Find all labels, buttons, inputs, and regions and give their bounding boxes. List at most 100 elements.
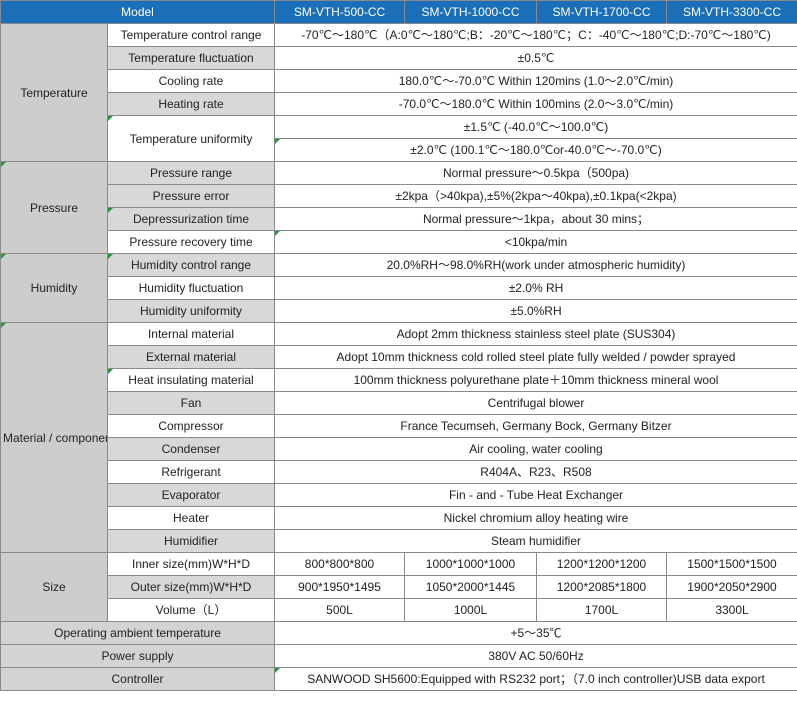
table-row: Operating ambient temperature +5～35℃ — [0, 621, 797, 645]
header-row: Model SM-VTH-500-CC SM-VTH-1000-CC SM-VT… — [0, 0, 797, 24]
row-label: Depressurization time — [107, 207, 275, 231]
category-humidity: Humidity — [0, 253, 108, 323]
model-1-header: SM-VTH-500-CC — [274, 0, 405, 24]
outer-size-500: 900*1950*1495 — [274, 575, 405, 599]
row-label: Evaporator — [107, 483, 275, 507]
spec-table: Model SM-VTH-500-CC SM-VTH-1000-CC SM-VT… — [0, 0, 797, 691]
table-row: Heater Nickel chromium alloy heating wir… — [1, 506, 797, 530]
row-label: Humidity uniformity — [107, 299, 275, 323]
row-value: ±2.0% RH — [274, 276, 797, 300]
table-row: Temperature uniformity ±1.5℃ (-40.0℃～100… — [1, 115, 797, 162]
table-row: Humidifier Steam humidifier — [1, 529, 797, 553]
row-label: Humidity control range — [107, 253, 275, 277]
row-value: 20.0%RH～98.0%RH(work under atmospheric h… — [274, 253, 797, 277]
table-row: Power supply 380V AC 50/60Hz — [0, 644, 797, 668]
row-label: Humidifier — [107, 529, 275, 553]
row-value: Air cooling, water cooling — [274, 437, 797, 461]
row-value: -70℃～180℃（A:0℃～180℃;B：-20℃～180℃；C：-40℃～1… — [274, 23, 797, 47]
row-label: Heat insulating material — [107, 368, 275, 392]
category-size: Size — [0, 552, 108, 622]
row-value: Fin - and - Tube Heat Exchanger — [274, 483, 797, 507]
row-label: Pressure range — [107, 161, 275, 185]
row-label: Humidity fluctuation — [107, 276, 275, 300]
table-row: Humidity fluctuation ±2.0% RH — [1, 276, 797, 300]
table-row: Evaporator Fin - and - Tube Heat Exchang… — [1, 483, 797, 507]
table-row: Heat insulating material 100mm thickness… — [1, 368, 797, 392]
row-value: ±2.0℃ (100.1℃～180.0℃or-40.0℃～-70.0℃) — [274, 138, 797, 162]
inner-size-3300: 1500*1500*1500 — [666, 552, 797, 576]
table-row: Temperature fluctuation ±0.5℃ — [1, 46, 797, 70]
table-row: Humidity Humidity control range 20.0%RH～… — [0, 253, 797, 323]
table-row: Compressor France Tecumseh, Germany Bock… — [1, 414, 797, 438]
table-row: Depressurization time Normal pressure～1k… — [1, 207, 797, 231]
row-value: ±1.5℃ (-40.0℃～100.0℃) — [274, 115, 797, 139]
row-label: External material — [107, 345, 275, 369]
row-label: Internal material — [107, 322, 275, 346]
volume-1000: 1000L — [404, 598, 537, 622]
row-value: Normal pressure～0.5kpa（500pa) — [274, 161, 797, 185]
model-3-header: SM-VTH-1700-CC — [536, 0, 667, 24]
table-row: Size Inner size(mm)W*H*D 800*800*800 100… — [0, 552, 797, 622]
table-row: Fan Centrifugal blower — [1, 391, 797, 415]
row-label: Fan — [107, 391, 275, 415]
row-label: Volume（L） — [107, 598, 275, 622]
row-value: Centrifugal blower — [274, 391, 797, 415]
table-row: Cooling rate 180.0℃～-70.0℃ Within 120min… — [1, 69, 797, 93]
row-label: Condenser — [107, 437, 275, 461]
volume-3300: 3300L — [666, 598, 797, 622]
row-value: 100mm thickness polyurethane plate＋10mm … — [274, 368, 797, 392]
row-label: Heater — [107, 506, 275, 530]
row-label: Pressure recovery time — [107, 230, 275, 254]
category-material: Material / components — [0, 322, 108, 553]
row-label: Inner size(mm)W*H*D — [107, 552, 275, 576]
row-label: Refrigerant — [107, 460, 275, 484]
model-2-header: SM-VTH-1000-CC — [404, 0, 537, 24]
row-label: Temperature fluctuation — [107, 46, 275, 70]
controller-value: SANWOOD SH5600:Equipped with RS232 port；… — [274, 667, 797, 691]
row-value: ±2kpa（>40kpa),±5%(2kpa～40kpa),±0.1kpa(<2… — [274, 184, 797, 208]
power-value: 380V AC 50/60Hz — [274, 644, 797, 668]
table-row: Temperature Temperature control range -7… — [0, 23, 797, 162]
table-row: Controller SANWOOD SH5600:Equipped with … — [0, 667, 797, 691]
row-label: Outer size(mm)W*H*D — [107, 575, 275, 599]
row-value: Adopt 10mm thickness cold rolled steel p… — [274, 345, 797, 369]
inner-size-1700: 1200*1200*1200 — [536, 552, 667, 576]
ambient-value: +5～35℃ — [274, 621, 797, 645]
table-row: Refrigerant R404A、R23、R508 — [1, 460, 797, 484]
row-value: ±0.5℃ — [274, 46, 797, 70]
table-row: Pressure recovery time <10kpa/min — [1, 230, 797, 254]
table-row: Material / components Internal material … — [0, 322, 797, 553]
row-value: Steam humidifier — [274, 529, 797, 553]
row-value: Normal pressure～1kpa，about 30 mins； — [274, 207, 797, 231]
row-value: Nickel chromium alloy heating wire — [274, 506, 797, 530]
table-row: External material Adopt 10mm thickness c… — [1, 345, 797, 369]
row-label: Compressor — [107, 414, 275, 438]
power-label: Power supply — [0, 644, 275, 668]
model-header: Model — [0, 0, 275, 24]
row-value: -70.0℃～180.0℃ Within 100mins (2.0～3.0℃/m… — [274, 92, 797, 116]
table-row: Volume（L） 500L 1000L 1700L 3300L — [1, 598, 797, 622]
volume-1700: 1700L — [536, 598, 667, 622]
row-label: Temperature uniformity — [107, 115, 275, 162]
row-label: Temperature control range — [107, 23, 275, 47]
outer-size-3300: 1900*2050*2900 — [666, 575, 797, 599]
category-pressure: Pressure — [0, 161, 108, 254]
inner-size-1000: 1000*1000*1000 — [404, 552, 537, 576]
table-row: Heating rate -70.0℃～180.0℃ Within 100min… — [1, 92, 797, 116]
controller-label: Controller — [0, 667, 275, 691]
ambient-label: Operating ambient temperature — [0, 621, 275, 645]
row-value: ±5.0%RH — [274, 299, 797, 323]
table-row: Condenser Air cooling, water cooling — [1, 437, 797, 461]
row-value: Adopt 2mm thickness stainless steel plat… — [274, 322, 797, 346]
volume-500: 500L — [274, 598, 405, 622]
table-row: Humidity uniformity ±5.0%RH — [1, 299, 797, 323]
row-label: Heating rate — [107, 92, 275, 116]
table-row: ±2.0℃ (100.1℃～180.0℃or-40.0℃～-70.0℃) — [1, 138, 797, 162]
row-value: R404A、R23、R508 — [274, 460, 797, 484]
table-row: Outer size(mm)W*H*D 900*1950*1495 1050*2… — [1, 575, 797, 599]
row-value: <10kpa/min — [274, 230, 797, 254]
table-row: Pressure error ±2kpa（>40kpa),±5%(2kpa～40… — [1, 184, 797, 208]
row-label: Cooling rate — [107, 69, 275, 93]
row-label: Pressure error — [107, 184, 275, 208]
row-value: 180.0℃～-70.0℃ Within 120mins (1.0～2.0℃/m… — [274, 69, 797, 93]
